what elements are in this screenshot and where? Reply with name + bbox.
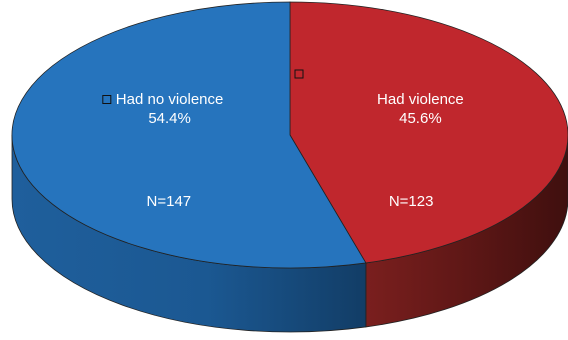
legend-marker-had-no-violence — [102, 95, 112, 104]
pie-slice-had-no-violence — [11, 1, 367, 269]
slice-count-label-had-violence: N=123 — [389, 193, 434, 210]
slice-percent-label-had-violence: 45.6% — [399, 110, 442, 127]
slice-name-label-had-violence: Had violence — [377, 91, 464, 108]
slice-percent-label-had-no-violence: 54.4% — [148, 110, 191, 127]
slice-name-label-had-no-violence: Had no violence — [116, 91, 224, 108]
slice-count-label-had-no-violence: N=147 — [147, 193, 192, 210]
pie-labels: Had violence 45.6% N=123 Had no violence 54.… — [102, 69, 464, 210]
pie-slice-had-violence — [289, 1, 568, 264]
legend-marker-had-violence — [294, 69, 304, 79]
pie-tops — [11, 1, 568, 269]
